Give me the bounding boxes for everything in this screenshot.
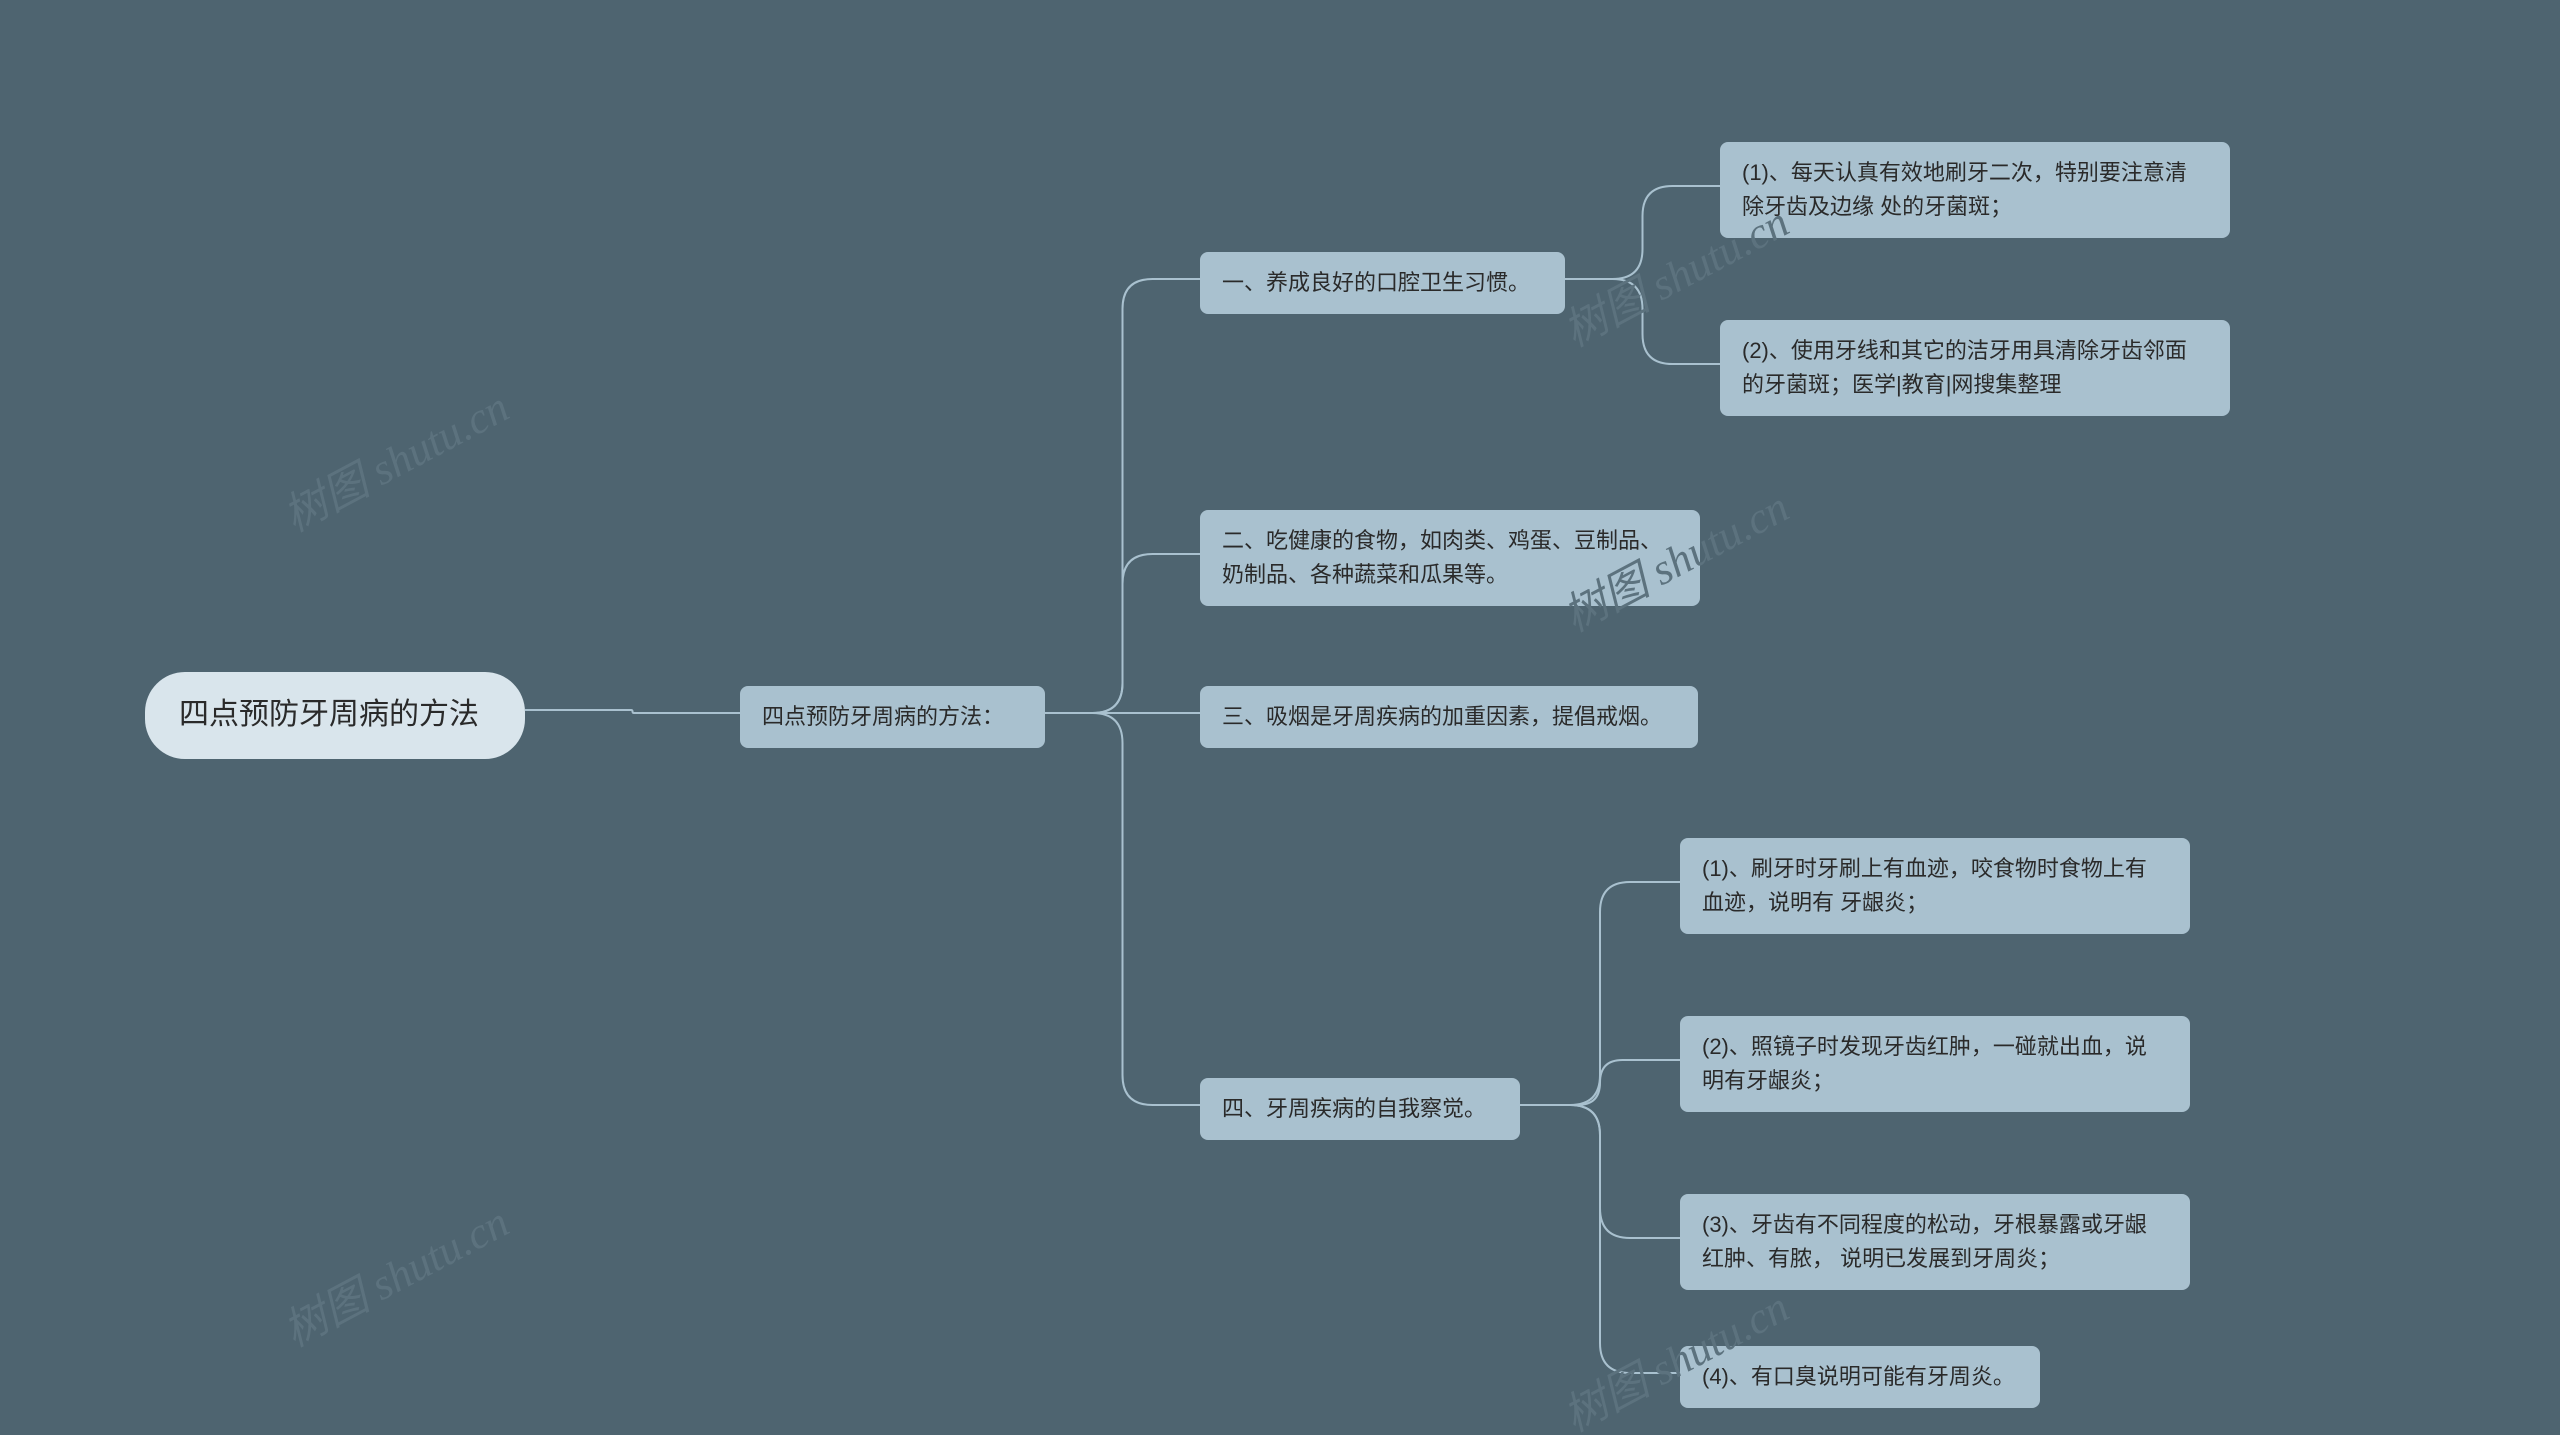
mindmap-node[interactable]: (1)、刷牙时牙刷上有血迹，咬食物时食物上有血迹，说明有 牙龈炎； <box>1680 838 2190 934</box>
node-label: 四点预防牙周病的方法： <box>762 700 1004 734</box>
mindmap-node[interactable]: (2)、照镜子时发现牙齿红肿，一碰就出血，说明有牙龈炎； <box>1680 1016 2190 1112</box>
node-label: (1)、每天认真有效地刷牙二次，特别要注意清除牙齿及边缘 处的牙菌斑； <box>1742 156 2208 224</box>
node-label: 二、吃健康的食物，如肉类、鸡蛋、豆制品、奶制品、各种蔬菜和瓜果等。 <box>1222 524 1678 592</box>
mindmap-node[interactable]: 四点预防牙周病的方法： <box>740 686 1045 748</box>
node-label: (3)、牙齿有不同程度的松动，牙根暴露或牙龈红肿、有脓， 说明已发展到牙周炎； <box>1702 1208 2168 1276</box>
mindmap-node[interactable]: 一、养成良好的口腔卫生习惯。 <box>1200 252 1565 314</box>
node-label: 一、养成良好的口腔卫生习惯。 <box>1222 266 1530 300</box>
node-label: (4)、有口臭说明可能有牙周炎。 <box>1702 1360 2015 1394</box>
node-label: (2)、使用牙线和其它的洁牙用具清除牙齿邻面的牙菌斑；医学|教育|网搜集整理 <box>1742 334 2208 402</box>
watermark: 树图 shutu.cn <box>270 372 518 544</box>
mindmap-node[interactable]: 二、吃健康的食物，如肉类、鸡蛋、豆制品、奶制品、各种蔬菜和瓜果等。 <box>1200 510 1700 606</box>
mindmap-node[interactable]: 四点预防牙周病的方法 <box>145 672 525 759</box>
mindmap-node[interactable]: (3)、牙齿有不同程度的松动，牙根暴露或牙龈红肿、有脓， 说明已发展到牙周炎； <box>1680 1194 2190 1290</box>
node-label: (2)、照镜子时发现牙齿红肿，一碰就出血，说明有牙龈炎； <box>1702 1030 2168 1098</box>
node-label: (1)、刷牙时牙刷上有血迹，咬食物时食物上有血迹，说明有 牙龈炎； <box>1702 852 2168 920</box>
mindmap-node[interactable]: (4)、有口臭说明可能有牙周炎。 <box>1680 1346 2040 1408</box>
mindmap-node[interactable]: 四、牙周疾病的自我察觉。 <box>1200 1078 1520 1140</box>
node-label: 四、牙周疾病的自我察觉。 <box>1222 1092 1486 1126</box>
watermark: 树图 shutu.cn <box>270 1187 518 1359</box>
mindmap-canvas: 四点预防牙周病的方法 四点预防牙周病的方法： 一、养成良好的口腔卫生习惯。二、吃健康… <box>0 0 2560 1435</box>
node-label: 三、吸烟是牙周疾病的加重因素，提倡戒烟。 <box>1222 700 1662 734</box>
node-label: 四点预防牙周病的方法 <box>179 692 479 739</box>
mindmap-node[interactable]: (2)、使用牙线和其它的洁牙用具清除牙齿邻面的牙菌斑；医学|教育|网搜集整理 <box>1720 320 2230 416</box>
mindmap-node[interactable]: 三、吸烟是牙周疾病的加重因素，提倡戒烟。 <box>1200 686 1698 748</box>
mindmap-node[interactable]: (1)、每天认真有效地刷牙二次，特别要注意清除牙齿及边缘 处的牙菌斑； <box>1720 142 2230 238</box>
